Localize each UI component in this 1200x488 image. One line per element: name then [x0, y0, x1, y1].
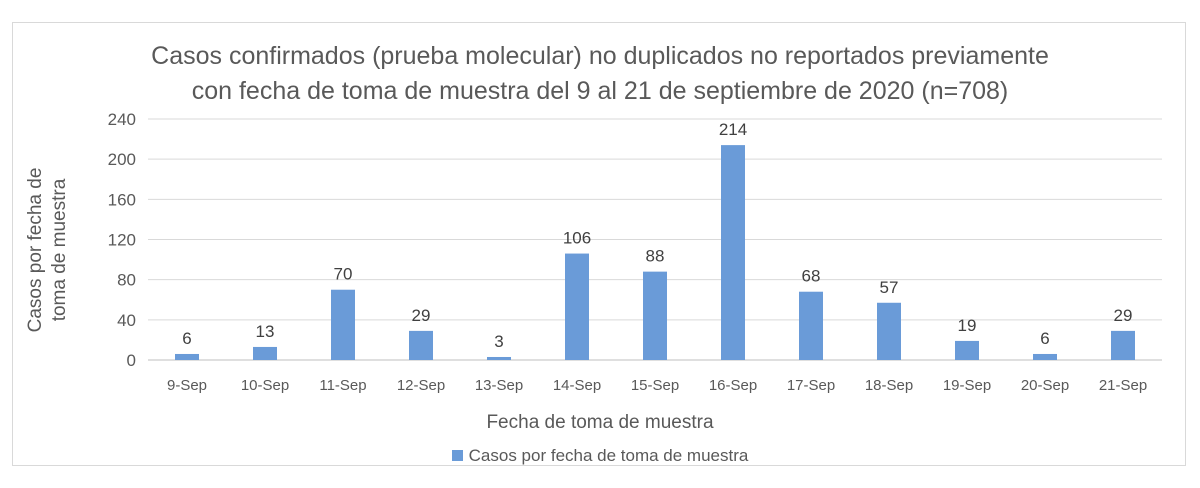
legend-label: Casos por fecha de toma de muestra [468, 446, 749, 465]
x-tick-label: 19-Sep [943, 377, 991, 394]
x-tick-label: 15-Sep [631, 377, 679, 394]
chart-title-line-1: Casos confirmados (prueba molecular) no … [151, 42, 1049, 70]
bar [1111, 330, 1135, 360]
y-tick-label: 80 [117, 271, 136, 290]
bar [175, 353, 199, 360]
data-label: 88 [646, 247, 665, 266]
data-label: 106 [563, 229, 591, 248]
x-tick-label: 16-Sep [709, 377, 757, 394]
bar [877, 302, 901, 360]
bar [1033, 353, 1057, 360]
x-tick-label: 12-Sep [397, 377, 445, 394]
x-tick-label: 21-Sep [1099, 377, 1147, 394]
y-tick-label: 0 [127, 351, 136, 370]
data-label: 214 [719, 120, 747, 139]
y-tick-label: 120 [108, 231, 136, 250]
bar [721, 145, 745, 360]
chart-title-line-2: con fecha de toma de muestra del 9 al 21… [191, 77, 1009, 105]
bar [253, 346, 277, 360]
y-tick-label: 40 [117, 311, 136, 330]
data-label: 19 [958, 316, 977, 335]
x-tick-label: 20-Sep [1021, 377, 1069, 394]
bar [799, 291, 823, 360]
data-label: 13 [256, 322, 275, 341]
bar [409, 330, 433, 360]
x-tick-label: 17-Sep [787, 377, 835, 394]
data-label: 3 [494, 332, 503, 351]
data-label: 68 [802, 267, 821, 286]
y-tick-label: 160 [108, 190, 136, 209]
legend: Casos por fecha de toma de muestra [0, 446, 1200, 466]
x-tick-label: 9-Sep [167, 377, 207, 394]
bar [565, 253, 589, 360]
data-label: 57 [880, 278, 899, 297]
x-axis-label: Fecha de toma de muestra [486, 412, 714, 433]
y-tick-label: 200 [108, 150, 136, 169]
chart-frame [12, 22, 1186, 466]
bar [955, 340, 979, 360]
x-tick-label: 11-Sep [319, 377, 366, 394]
data-label: 6 [1040, 329, 1049, 348]
data-label: 29 [1114, 306, 1133, 325]
bar [331, 289, 355, 360]
bar [643, 271, 667, 360]
data-label: 6 [182, 329, 191, 348]
x-tick-label: 18-Sep [865, 377, 913, 394]
x-tick-label: 13-Sep [475, 377, 523, 394]
x-tick-label: 14-Sep [553, 377, 601, 394]
y-tick-label: 240 [108, 110, 136, 129]
x-tick-label: 10-Sep [241, 377, 289, 394]
bar [487, 356, 511, 360]
data-label: 70 [334, 265, 353, 284]
legend-swatch [451, 450, 463, 461]
data-label: 29 [412, 306, 431, 325]
